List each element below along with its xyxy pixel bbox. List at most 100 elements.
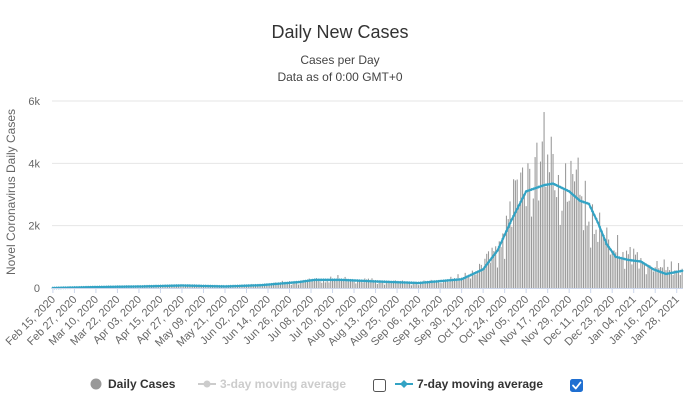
- daily-cases-bar: [383, 284, 386, 288]
- daily-cases-bar: [609, 254, 611, 288]
- seven-day-average-point: [436, 279, 440, 283]
- seven-day-average-point: [130, 284, 134, 289]
- seven-day-average-point: [494, 251, 498, 255]
- seven-day-average-point: [194, 284, 198, 288]
- seven-day-average-point: [277, 282, 281, 286]
- daily-cases-bar: [333, 278, 335, 288]
- seven-day-average-point: [424, 280, 428, 284]
- seven-day-average-point: [354, 278, 358, 283]
- daily-cases-bar: [624, 268, 626, 288]
- daily-cases-bar: [618, 256, 620, 288]
- daily-cases-bar: [378, 280, 380, 288]
- daily-cases-bar: [620, 257, 622, 288]
- seven-day-average-point: [583, 201, 587, 205]
- seven-day-average-point: [418, 281, 422, 285]
- seven-day-average-point: [352, 278, 356, 283]
- seven-day-average-point: [313, 278, 317, 282]
- daily-cases-bar: [651, 268, 653, 288]
- seven-day-average-point: [517, 203, 521, 208]
- daily-cases-bar: [392, 280, 395, 288]
- daily-cases-bar: [669, 270, 671, 288]
- daily-cases-bar: [330, 276, 332, 288]
- seven-day-average-point: [472, 271, 476, 276]
- seven-day-average-point: [669, 271, 673, 275]
- seven-day-average-point: [357, 279, 362, 283]
- seven-day-average-point: [160, 284, 164, 288]
- daily-cases-bar: [593, 234, 595, 288]
- seven-day-average-point: [601, 234, 605, 238]
- seven-day-average-point: [460, 277, 464, 281]
- seven-day-average-point: [327, 278, 331, 282]
- seven-day-average-point: [447, 278, 451, 282]
- seven-day-average-point: [205, 284, 209, 288]
- seven-day-average-point: [671, 270, 675, 275]
- seven-day-average-point: [262, 283, 267, 287]
- daily-cases-bar: [348, 281, 350, 288]
- seven-day-average-point: [69, 286, 73, 290]
- seven-day-average-point: [657, 269, 661, 273]
- seven-day-average-point: [164, 284, 168, 288]
- seven-day-average-point: [408, 281, 412, 285]
- seven-day-average-point: [169, 284, 173, 288]
- seven-day-average-point: [572, 194, 577, 198]
- seven-day-average-point: [189, 284, 193, 288]
- daily-cases-bar: [272, 283, 274, 288]
- seven-day-checkbox[interactable]: [570, 379, 583, 392]
- daily-cases-bar: [602, 234, 604, 288]
- legend-item-three-day-average[interactable]: 3-day moving average: [198, 377, 346, 391]
- daily-cases-bar: [658, 268, 660, 288]
- daily-cases-bar: [527, 163, 529, 288]
- x-axis: [52, 288, 683, 293]
- daily-cases-bar: [296, 281, 298, 288]
- seven-day-average-point: [664, 272, 668, 276]
- daily-cases-bar: [654, 267, 656, 288]
- seven-day-average-point: [520, 196, 525, 200]
- seven-day-average-point: [119, 285, 123, 289]
- seven-day-average-point: [99, 285, 103, 289]
- daily-cases-bar: [323, 278, 325, 288]
- legend-item-daily-cases[interactable]: Daily Cases: [90, 377, 176, 391]
- seven-day-average-point: [456, 277, 460, 282]
- seven-day-average-point: [433, 280, 437, 284]
- seven-day-average-point: [226, 284, 231, 288]
- daily-cases-bar: [634, 254, 637, 288]
- daily-cases-bar: [310, 279, 312, 288]
- seven-day-average-point: [123, 285, 127, 289]
- seven-day-average-point: [386, 280, 390, 284]
- daily-cases-bar: [595, 229, 597, 288]
- seven-day-average-point: [567, 189, 571, 193]
- seven-day-average-point: [128, 285, 132, 289]
- y-tick-label: 4k: [28, 158, 40, 170]
- seven-day-average-point: [180, 283, 184, 288]
- daily-cases-bar: [484, 258, 486, 288]
- daily-cases-bar: [410, 285, 412, 288]
- seven-day-average-point: [429, 280, 433, 284]
- seven-day-average-series: [51, 181, 684, 290]
- daily-cases-bar: [572, 174, 574, 288]
- seven-day-average-point: [295, 280, 299, 284]
- daily-cases-bar: [328, 282, 330, 288]
- legend-item-seven-day-average[interactable]: 7-day moving average: [395, 377, 543, 391]
- daily-cases-bar: [419, 282, 421, 288]
- daily-cases-bar: [588, 221, 590, 288]
- seven-day-average-point: [546, 182, 550, 187]
- seven-day-average-point: [223, 284, 227, 289]
- daily-cases-bar: [604, 238, 606, 288]
- seven-day-average-point: [329, 278, 333, 282]
- seven-day-average-point: [264, 283, 268, 287]
- seven-day-average-point: [678, 269, 682, 273]
- daily-cases-bar: [590, 247, 592, 288]
- y-axis-title: Novel Coronavirus Daily Cases: [4, 109, 18, 275]
- chart-subtitle-date: Data as of 0:00 GMT+0: [277, 70, 402, 84]
- three-day-checkbox[interactable]: [373, 379, 386, 392]
- seven-day-average-point: [257, 283, 261, 287]
- seven-day-average-point: [339, 278, 344, 282]
- daily-cases-bar: [269, 285, 271, 288]
- seven-day-average-point: [680, 269, 684, 273]
- seven-day-average-point: [612, 252, 616, 256]
- daily-cases-bar: [629, 246, 631, 288]
- seven-day-average-point: [151, 284, 155, 288]
- seven-day-average-point: [336, 278, 340, 282]
- seven-day-average-point: [121, 285, 125, 289]
